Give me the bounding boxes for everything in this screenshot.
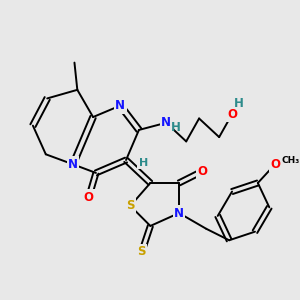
- Text: O: O: [270, 158, 280, 171]
- Text: S: S: [137, 245, 146, 258]
- Text: H: H: [139, 158, 148, 168]
- Text: H: H: [171, 122, 181, 134]
- Text: O: O: [84, 191, 94, 204]
- Text: H: H: [233, 97, 243, 110]
- Text: N: N: [68, 158, 78, 171]
- Text: O: O: [197, 165, 207, 178]
- Text: O: O: [227, 108, 237, 121]
- Text: N: N: [174, 206, 184, 220]
- Text: N: N: [161, 116, 171, 129]
- Text: CH₃: CH₃: [282, 156, 300, 165]
- Text: N: N: [115, 99, 125, 112]
- Text: S: S: [126, 200, 135, 212]
